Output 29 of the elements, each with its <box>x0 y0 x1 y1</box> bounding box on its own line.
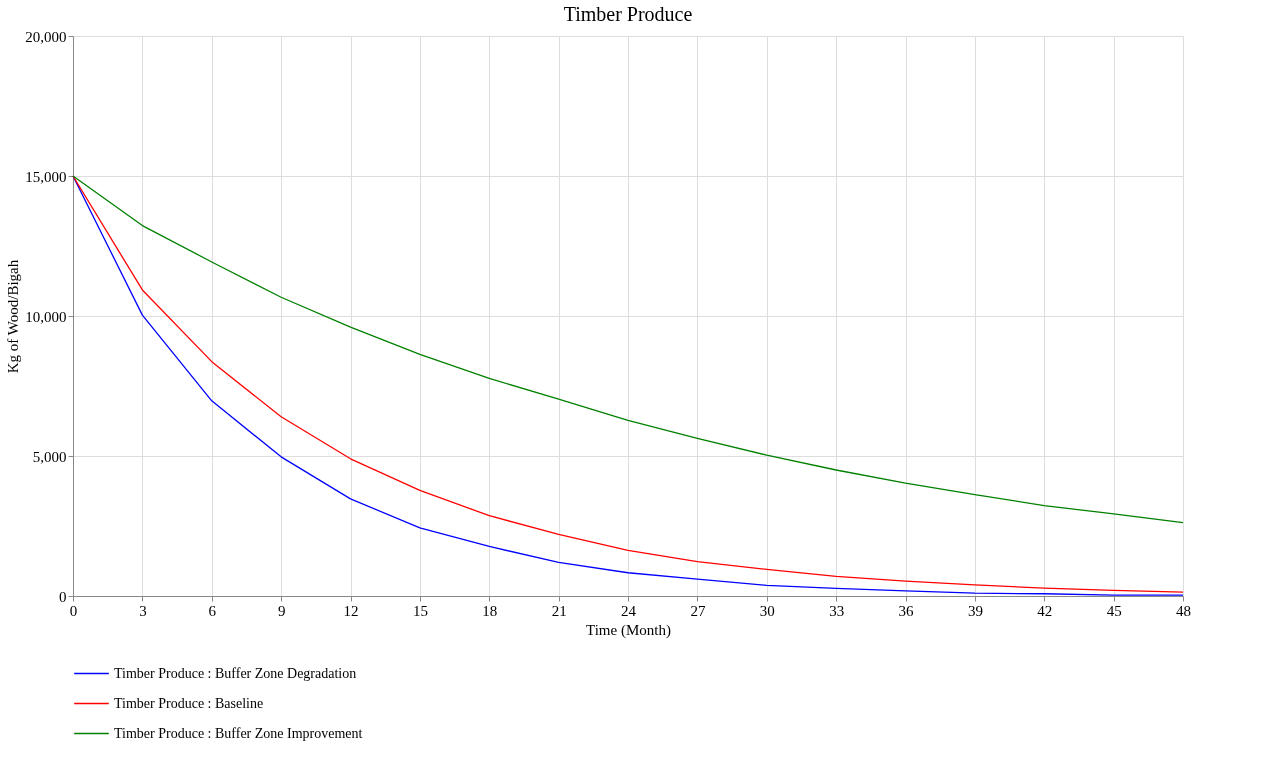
legend-label: Timber Produce : Baseline <box>114 695 264 711</box>
y-tick-label: 15,000 <box>25 168 67 185</box>
x-axis-title: Time (Month) <box>586 621 671 639</box>
y-tick-label: 20,000 <box>25 28 67 45</box>
x-tick-label: 42 <box>1037 602 1053 619</box>
x-tick-label: 33 <box>829 602 845 619</box>
x-tick-label: 0 <box>69 602 78 619</box>
x-tick-label: 24 <box>621 602 637 619</box>
legend-label: Timber Produce : Buffer Zone Improvement <box>114 725 363 741</box>
y-tick-label: 10,000 <box>25 308 67 325</box>
y-axis-title: Kg of Wood/Bigah <box>5 259 22 374</box>
x-tick-label: 15 <box>412 602 428 619</box>
x-tick-label: 30 <box>759 602 775 619</box>
x-tick-label: 45 <box>1106 602 1122 619</box>
x-tick-label: 3 <box>139 602 147 619</box>
x-tick-label: 48 <box>1176 602 1191 619</box>
x-tick-label: 18 <box>482 602 498 619</box>
x-tick-label: 6 <box>208 602 217 619</box>
legend-label: Timber Produce : Buffer Zone Degradation <box>114 665 357 681</box>
x-tick-label: 36 <box>898 602 914 619</box>
line-series <box>72 175 1184 524</box>
x-tick-label: 21 <box>551 602 567 619</box>
chart-title: Timber Produce <box>563 3 693 25</box>
y-tick-label: 0 <box>59 588 67 605</box>
x-tick-label: 39 <box>967 602 983 619</box>
y-tick-label: 5,000 <box>32 448 67 465</box>
x-tick-label: 12 <box>343 602 359 619</box>
x-tick-label: 9 <box>277 602 286 619</box>
x-tick-label: 27 <box>690 602 706 619</box>
